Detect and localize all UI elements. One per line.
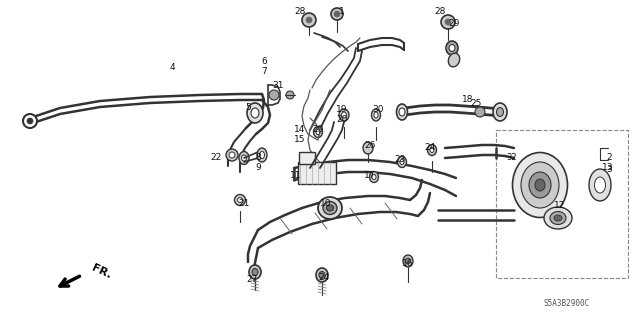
Circle shape <box>334 11 340 17</box>
Text: S5A3B2900C: S5A3B2900C <box>544 299 590 308</box>
Text: 9: 9 <box>255 164 261 173</box>
Text: 15: 15 <box>294 136 306 145</box>
Text: 16: 16 <box>403 258 413 268</box>
Ellipse shape <box>319 271 325 278</box>
Text: 12: 12 <box>554 201 566 210</box>
Text: 28: 28 <box>294 8 306 17</box>
Ellipse shape <box>554 215 562 221</box>
Ellipse shape <box>339 109 349 121</box>
Circle shape <box>475 107 485 117</box>
Ellipse shape <box>406 258 410 264</box>
Circle shape <box>441 15 455 29</box>
Text: 7: 7 <box>261 68 267 77</box>
Circle shape <box>306 17 312 23</box>
Ellipse shape <box>318 197 342 219</box>
Ellipse shape <box>234 195 246 205</box>
Ellipse shape <box>513 152 568 218</box>
Text: 29: 29 <box>312 125 324 135</box>
Ellipse shape <box>589 169 611 201</box>
Ellipse shape <box>374 112 378 118</box>
Text: 23: 23 <box>394 155 406 165</box>
Text: 8: 8 <box>255 152 261 161</box>
Text: 6: 6 <box>261 57 267 66</box>
Text: 19: 19 <box>336 106 348 115</box>
Text: 17: 17 <box>364 172 376 181</box>
Ellipse shape <box>314 127 323 137</box>
Ellipse shape <box>251 108 259 118</box>
Ellipse shape <box>397 104 408 120</box>
Ellipse shape <box>449 44 455 51</box>
Ellipse shape <box>316 130 320 135</box>
Ellipse shape <box>316 268 328 282</box>
Text: 3: 3 <box>606 166 612 174</box>
Ellipse shape <box>521 162 559 208</box>
Ellipse shape <box>237 197 243 203</box>
Ellipse shape <box>342 112 346 118</box>
Ellipse shape <box>249 265 261 279</box>
Text: 18: 18 <box>462 95 474 105</box>
Ellipse shape <box>448 53 460 67</box>
Bar <box>299 152 315 164</box>
Ellipse shape <box>550 211 566 225</box>
Text: 31: 31 <box>272 81 284 91</box>
Text: 32: 32 <box>507 153 517 162</box>
Text: 24: 24 <box>318 273 330 283</box>
Text: 21: 21 <box>238 198 250 207</box>
Ellipse shape <box>252 269 258 276</box>
Ellipse shape <box>446 41 458 55</box>
Ellipse shape <box>430 147 434 152</box>
Ellipse shape <box>323 202 337 214</box>
Ellipse shape <box>399 108 405 116</box>
Ellipse shape <box>372 174 376 180</box>
Bar <box>496 130 628 278</box>
Circle shape <box>331 8 343 20</box>
Text: 11: 11 <box>291 170 301 180</box>
Text: 26: 26 <box>364 140 376 150</box>
Bar <box>298 162 336 184</box>
Ellipse shape <box>229 152 235 158</box>
Circle shape <box>269 90 279 100</box>
Ellipse shape <box>403 255 413 267</box>
Text: 24: 24 <box>424 143 436 152</box>
Ellipse shape <box>241 155 246 161</box>
Ellipse shape <box>326 205 333 211</box>
Text: 14: 14 <box>294 124 306 133</box>
Ellipse shape <box>259 152 264 159</box>
Circle shape <box>23 114 37 128</box>
Ellipse shape <box>371 109 381 121</box>
Ellipse shape <box>493 103 507 121</box>
Text: 30: 30 <box>372 106 384 115</box>
Ellipse shape <box>369 172 378 182</box>
Text: 4: 4 <box>169 63 175 72</box>
Ellipse shape <box>257 148 267 162</box>
Text: 25: 25 <box>470 99 482 108</box>
Circle shape <box>302 13 316 27</box>
Ellipse shape <box>544 207 572 229</box>
Circle shape <box>286 91 294 99</box>
Text: 5: 5 <box>245 103 251 113</box>
Ellipse shape <box>428 145 436 155</box>
Text: 22: 22 <box>211 153 221 162</box>
Text: 27: 27 <box>246 276 258 285</box>
Text: FR.: FR. <box>90 263 113 281</box>
Text: 2: 2 <box>606 152 612 161</box>
Text: 28: 28 <box>435 8 445 17</box>
Ellipse shape <box>226 149 238 161</box>
Text: 13: 13 <box>602 162 614 172</box>
Ellipse shape <box>239 152 249 165</box>
Text: 10: 10 <box>320 199 332 209</box>
Text: 29: 29 <box>448 19 460 28</box>
Ellipse shape <box>363 142 373 154</box>
Ellipse shape <box>400 160 404 165</box>
Ellipse shape <box>497 108 504 116</box>
Circle shape <box>27 118 33 124</box>
Text: 1: 1 <box>339 8 345 17</box>
Circle shape <box>445 19 451 25</box>
Ellipse shape <box>247 103 263 123</box>
Text: 20: 20 <box>336 115 348 124</box>
Ellipse shape <box>529 172 551 198</box>
Ellipse shape <box>595 177 605 193</box>
Ellipse shape <box>397 157 406 167</box>
Ellipse shape <box>535 179 545 191</box>
